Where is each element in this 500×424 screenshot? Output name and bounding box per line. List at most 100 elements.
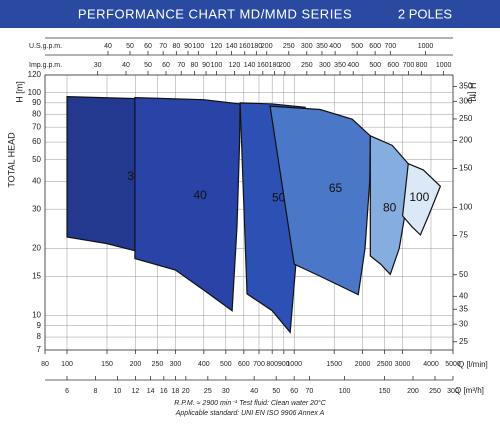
x-tick-label: 900 (278, 361, 290, 368)
x-tick-label: 500 (369, 62, 381, 69)
x-tick-label: 160 (257, 62, 269, 69)
x-tick-label: 180 (251, 43, 263, 50)
x-tick-label: 700 (253, 361, 265, 368)
x-tick-label: 80 (172, 43, 180, 50)
x-tick-label: 500 (351, 43, 363, 50)
x-tick-label: 800 (266, 361, 278, 368)
y-tick-label: 10 (32, 311, 41, 320)
x-tick-label: 140 (226, 43, 238, 50)
x-tick-label: 120 (229, 62, 241, 69)
x-tick-label: 8 (93, 388, 97, 395)
x-tick-label: 350 (334, 62, 346, 69)
region-label: 50 (272, 191, 286, 205)
title-bar (0, 0, 500, 28)
y2-tick-label: 75 (459, 231, 468, 240)
y-tick-label: 7 (37, 345, 42, 354)
x-tick-label: 50 (272, 388, 280, 395)
x-tick-label: 150 (379, 388, 391, 395)
x-tick-label: 40 (122, 62, 130, 69)
region-label: 100 (409, 190, 429, 204)
standard: Applicable standard: UNI EN ISO 9906 Ann… (175, 410, 325, 417)
x-tick-label: 300 (447, 388, 459, 395)
x-tick-label: 2000 (355, 361, 371, 368)
x-tick-label: 200 (407, 388, 419, 395)
x-tick-label: 1500 (326, 361, 342, 368)
plot-frame (44, 74, 454, 351)
x-tick-label: 160 (239, 43, 251, 50)
x-tick-label: 14 (147, 388, 155, 395)
x-tick-label: 120 (211, 43, 223, 50)
y-tick-label: 50 (32, 155, 41, 164)
x-tick-label: 800 (416, 62, 428, 69)
x-tick-label: 250 (283, 43, 295, 50)
y-tick-label: 80 (32, 109, 41, 118)
y2-tick-label: 200 (459, 136, 473, 145)
x-tick-label: 600 (369, 43, 381, 50)
x-tick-label: 5000 (445, 361, 461, 368)
x-tick-label: 200 (261, 43, 273, 50)
pump-region (369, 134, 409, 276)
x-tick-label: 1000 (418, 43, 434, 50)
x-tick-label: 1000 (286, 361, 302, 368)
x-tick-label: 700 (403, 62, 415, 69)
x-tick-label: 18 (172, 388, 180, 395)
y-tick-label: 8 (37, 332, 42, 341)
y-tick-label: 100 (28, 88, 42, 97)
x-tick-label: 40 (104, 43, 112, 50)
axis-label: Imp.g.p.m. (29, 62, 62, 69)
region-label: 65 (329, 181, 343, 195)
y2-tick-label: 250 (459, 114, 473, 123)
x-tick-label: 60 (290, 388, 298, 395)
x-tick-label: 60 (144, 43, 152, 50)
x-tick-label: 4000 (423, 361, 439, 368)
x-tick-label: 400 (329, 43, 341, 50)
pump-region (134, 96, 241, 312)
y2-tick-label: 30 (459, 319, 468, 328)
axis-label: Q [m³/h] (455, 386, 484, 395)
x-tick-label: 70 (159, 43, 167, 50)
x-tick-label: 140 (244, 62, 256, 69)
x-tick-label: 10 (114, 388, 122, 395)
x-tick-label: 350 (316, 43, 328, 50)
y-tick-label: 40 (32, 176, 41, 185)
y2-tick-label: 100 (459, 203, 473, 212)
y-tick-label: 15 (32, 271, 41, 280)
x-tick-label: 90 (184, 43, 192, 50)
y-tick-label: 60 (32, 137, 41, 146)
chart-subtitle: 2 POLES (398, 6, 453, 21)
region-label: 80 (383, 200, 397, 214)
y-tick-label: 120 (28, 70, 42, 79)
x-tick-label: 50 (126, 43, 134, 50)
x-tick-label: 100 (193, 43, 205, 50)
x-tick-label: 400 (347, 62, 359, 69)
chart-title: PERFORMANCE CHART MD/MMD SERIES (78, 6, 352, 21)
x-tick-label: 70 (177, 62, 185, 69)
x-tick-label: 2500 (377, 361, 393, 368)
x-tick-label: 200 (130, 361, 142, 368)
x-tick-label: 600 (387, 62, 399, 69)
x-tick-label: 600 (238, 361, 250, 368)
x-tick-label: 250 (152, 361, 164, 368)
x-tick-label: 700 (385, 43, 397, 50)
x-tick-label: 200 (279, 62, 291, 69)
y2-tick-label: 25 (459, 337, 468, 346)
x-tick-label: 90 (202, 62, 210, 69)
x-tick-label: 70 (306, 388, 314, 395)
x-axis-label: Q [l/min] (458, 360, 488, 369)
region-label: 40 (194, 188, 208, 202)
y2-tick-label: 35 (459, 304, 468, 313)
x-tick-label: 300 (319, 62, 331, 69)
x-tick-label: 100 (339, 388, 351, 395)
x-tick-label: 30 (94, 62, 102, 69)
x-tick-label: 400 (198, 361, 210, 368)
x-tick-label: 250 (429, 388, 441, 395)
y2-axis-label: H [ft] (468, 82, 478, 101)
axis-label: U.S.g.p.m. (29, 43, 62, 50)
x-tick-label: 300 (301, 43, 313, 50)
y2-tick-label: 50 (459, 270, 468, 279)
y2-tick-label: 40 (459, 291, 468, 300)
x-tick-label: 20 (182, 388, 190, 395)
y-title: TOTAL HEAD (6, 132, 16, 188)
x-tick-label: 12 (132, 388, 140, 395)
